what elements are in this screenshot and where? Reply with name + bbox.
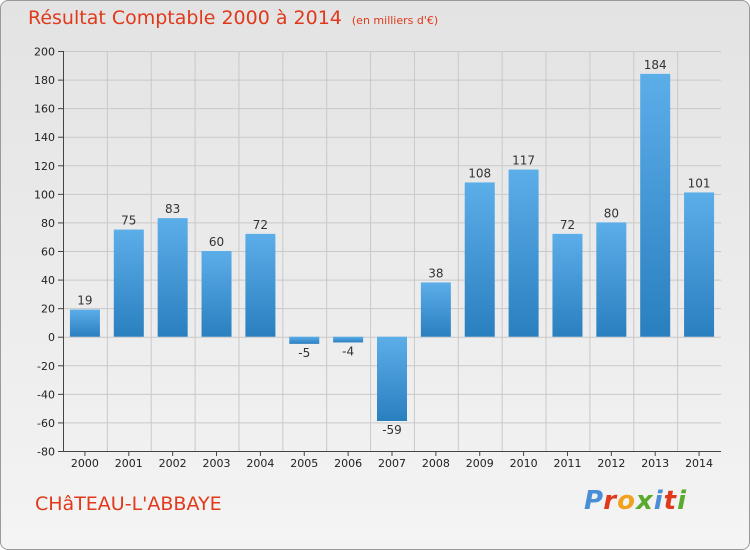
bar-2008 [420,282,451,337]
data-label-2002: 83 [165,202,180,216]
bar-2001 [113,229,144,337]
bars [69,73,715,421]
y-tick-label: -20 [37,360,55,373]
data-label-2010: 117 [512,154,535,168]
x-tick-label: 2006 [334,457,362,470]
data-label-2000: 19 [77,294,92,308]
bar-2005 [289,336,320,344]
bar-2012 [596,222,627,337]
logo-letter: o [617,486,636,516]
data-label-2012: 80 [604,206,619,220]
data-label-2004: 72 [253,218,268,232]
bar-2013 [640,73,671,337]
y-tick-label: -40 [37,388,55,401]
chart-title: Résultat Comptable 2000 à 2014 (en millie… [28,7,438,29]
bar-2006 [333,336,364,343]
bar-2003 [201,251,232,337]
y-tick-label: 80 [41,217,55,230]
y-tick-label: 20 [41,303,55,316]
data-label-2005: -5 [298,346,310,360]
data-label-2003: 60 [209,235,224,249]
data-label-2011: 72 [560,218,575,232]
y-tick-label: 140 [34,131,55,144]
x-tick-label: 2014 [685,457,713,470]
logo-letter: i [653,486,664,516]
data-label-2001: 75 [121,214,136,228]
bar-2004 [245,233,276,337]
chart-title-text: Résultat Comptable 2000 à 2014 [28,7,342,29]
x-tick-label: 2011 [553,457,581,470]
chart-unit-note: (en milliers d'€) [351,14,439,27]
x-tick-label: 2010 [510,457,538,470]
bar-2014 [684,192,715,337]
y-tick-label: 180 [34,74,55,87]
y-tick-label: -60 [37,417,55,430]
x-tick-label: 2013 [641,457,669,470]
data-label-2013: 184 [644,58,667,72]
data-label-2014: 101 [688,176,711,190]
x-tick-label: 2002 [159,457,187,470]
x-tick-label: 2000 [71,457,99,470]
y-tick-label: 100 [34,188,55,201]
logo-letter: x [635,486,654,516]
logo-letter: P [584,486,604,516]
logo-letter: t [663,486,678,516]
x-tick-label: 2007 [378,457,406,470]
x-tick-label: 2003 [203,457,231,470]
y-tick-label: 60 [41,246,55,259]
x-tick-label: 2001 [115,457,143,470]
bar-2011 [552,233,583,337]
data-label-2006: -4 [342,344,354,358]
y-tick-label: 0 [48,331,55,344]
logo-letter: r [603,486,618,516]
commune-name: CHâTEAU-L'ABBAYE [35,493,222,515]
axes: -80-60-40-200204060801001201401601802002… [34,46,721,470]
bar-2000 [69,309,100,337]
data-label-2009: 108 [468,166,491,180]
bar-2007 [377,336,407,421]
y-tick-label: -80 [37,446,55,459]
x-tick-label: 2004 [246,457,274,470]
y-tick-label: 200 [34,46,55,59]
y-tick-label: 120 [34,160,55,173]
bar-2009 [464,182,495,337]
x-tick-label: 2005 [290,457,318,470]
bar-2002 [157,218,188,337]
logo-letter: i [677,486,688,516]
x-tick-label: 2009 [466,457,494,470]
x-tick-label: 2008 [422,457,450,470]
data-label-2007: -59 [382,423,402,437]
y-tick-label: 160 [34,103,55,116]
y-tick-label: 40 [41,274,55,287]
x-tick-label: 2012 [597,457,625,470]
proxiti-logo[interactable]: Proxiti [584,486,687,516]
bar-2010 [508,169,539,337]
data-label-2008: 38 [428,266,443,280]
data-labels: 19 75 83 60 72 -5 -4 -59 38 108 117 72 80 184 101 [77,58,710,437]
